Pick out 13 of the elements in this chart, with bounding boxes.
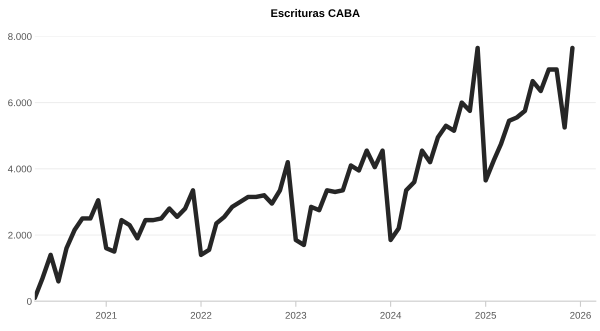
x-tick-label: 2021 [96,312,117,319]
y-tick-label: 4.000 [8,166,32,172]
y-tick-label: 0 [26,298,32,305]
x-tick-label: 2025 [475,312,496,319]
y-tick-label: 8.000 [8,33,32,40]
x-tick-label: 2023 [285,312,306,319]
x-tick-label: 2026 [570,312,591,319]
x-tick-label: 2024 [380,312,402,319]
chart-title: Escrituras CABA [271,8,360,18]
line-series [34,46,575,300]
y-tick-label: 6.000 [8,99,32,106]
y-tick-label: 2.000 [8,232,32,239]
x-tick-label: 2022 [190,312,212,319]
